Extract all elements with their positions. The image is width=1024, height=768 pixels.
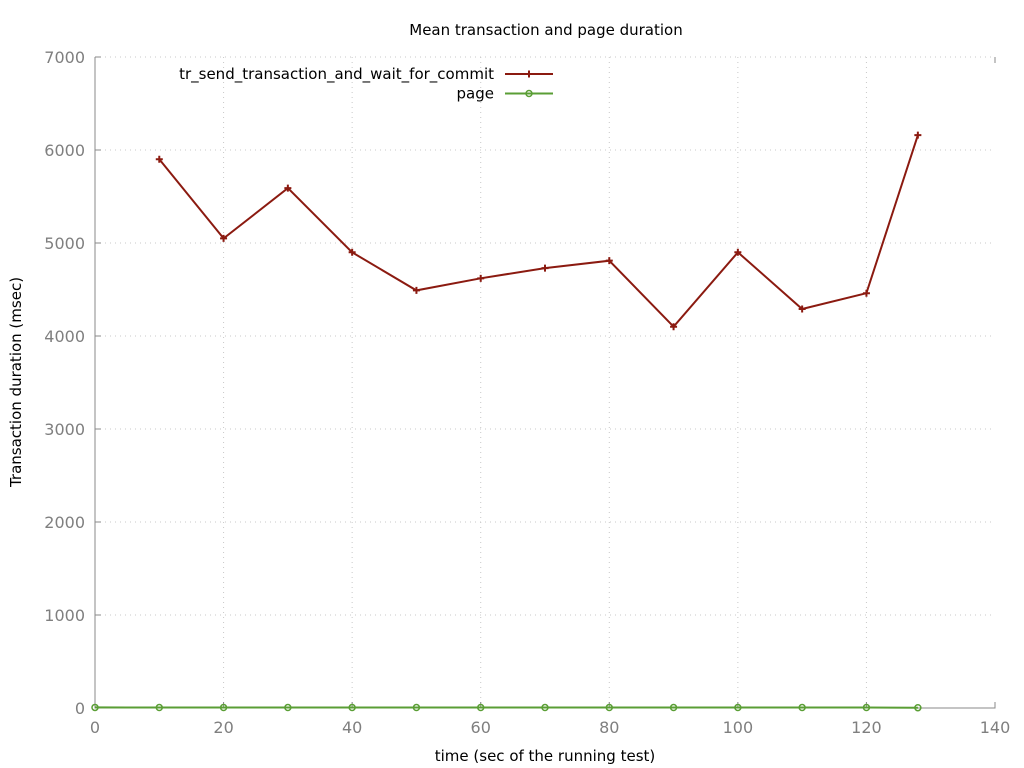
data-point [477, 274, 485, 282]
legend: tr_send_transaction_and_wait_for_commitp… [179, 65, 553, 103]
series-page [91, 703, 922, 712]
y-tick-label: 4000 [44, 327, 85, 346]
data-point [798, 703, 806, 712]
plot-frame [94, 56, 996, 709]
data-point [476, 703, 485, 712]
grid [95, 56, 995, 708]
data-point [862, 703, 871, 712]
data-point [220, 234, 228, 242]
y-ticks: 0 1000 2000 3000 4000 5000 6000 7000 [44, 48, 101, 718]
data-point [605, 703, 614, 712]
x-tick-label: 0 [90, 718, 100, 737]
x-tick-label: 40 [342, 718, 362, 737]
legend-item: page [457, 85, 553, 103]
data-point [541, 703, 549, 712]
legend-label: page [457, 85, 494, 103]
data-point [798, 305, 806, 313]
data-point [862, 289, 870, 297]
data-point [91, 703, 99, 712]
x-tick-label: 120 [851, 718, 882, 737]
y-axis-title: Transaction duration (msec) [7, 277, 25, 488]
x-ticks: 0 20 40 60 80 100 120 140 [90, 702, 1010, 737]
y-tick-label: 1000 [44, 606, 85, 625]
data-point [348, 703, 356, 712]
x-axis-title: time (sec of the running test) [435, 747, 656, 765]
y-tick-label: 5000 [44, 234, 85, 253]
data-point [670, 323, 678, 331]
x-tick-label: 20 [213, 718, 233, 737]
data-point [155, 703, 164, 712]
legend-marker [525, 70, 533, 78]
legend-item: tr_send_transaction_and_wait_for_commit [179, 65, 553, 84]
y-tick-label: 0 [75, 699, 85, 718]
series-line [158, 134, 919, 329]
data-point [669, 703, 678, 712]
data-point [734, 703, 742, 712]
data-point [284, 184, 292, 192]
series-transaction [155, 131, 922, 331]
x-tick-label: 80 [599, 718, 619, 737]
data-point [734, 248, 742, 256]
x-tick-label: 100 [723, 718, 754, 737]
data-point [155, 155, 163, 163]
data-point [541, 264, 549, 272]
data-point [219, 703, 228, 712]
legend-label: tr_send_transaction_and_wait_for_commit [179, 65, 494, 84]
y-tick-label: 7000 [44, 48, 85, 67]
legend-marker [525, 89, 533, 98]
y-tick-label: 2000 [44, 513, 85, 532]
x-tick-label: 140 [980, 718, 1011, 737]
axes [94, 56, 996, 709]
y-tick-label: 3000 [44, 420, 85, 439]
chart-title: Mean transaction and page duration [409, 21, 682, 39]
data-point [412, 286, 420, 294]
data-point [605, 257, 613, 265]
data-point [914, 131, 922, 139]
series [91, 131, 922, 712]
y-tick-label: 6000 [44, 141, 85, 160]
data-point [412, 703, 421, 712]
data-point [914, 703, 922, 712]
data-point [284, 703, 292, 712]
x-tick-label: 60 [471, 718, 491, 737]
data-point [348, 248, 356, 256]
